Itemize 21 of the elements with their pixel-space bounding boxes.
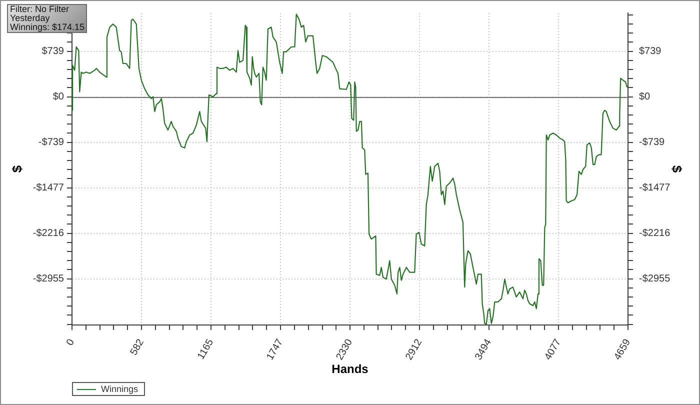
text: Yesterday: [10, 13, 51, 23]
y-tick-label: $0: [52, 92, 64, 103]
y-tick-label: -$1477: [32, 182, 64, 194]
text: Filter: No Filter: [10, 4, 70, 14]
annotation: Winnings: $174.15: [10, 22, 85, 32]
y2-tick-label: -$739: [639, 137, 666, 148]
legend-label: Winnings: [101, 384, 139, 394]
y2-tick-label: -$2216: [639, 228, 671, 240]
y-tick-label: -$2216: [32, 228, 64, 240]
y2-tick-label: $739: [639, 46, 662, 58]
y2-tick-label: $0: [639, 92, 651, 103]
y-axis-title: $: [9, 164, 24, 173]
y-tick-label: -$2955: [32, 274, 64, 285]
y-tick-label: $739: [42, 46, 64, 58]
y2-tick-label: -$1477: [639, 182, 671, 194]
x-tick-label: 582: [128, 337, 147, 358]
y2-tick-label: -$2955: [639, 274, 671, 285]
x-tick-label: 0: [64, 336, 78, 348]
x-axis-title: Hands: [332, 362, 369, 376]
y2-axis-title: $: [670, 165, 685, 174]
y-tick-label: -$739: [38, 137, 64, 148]
